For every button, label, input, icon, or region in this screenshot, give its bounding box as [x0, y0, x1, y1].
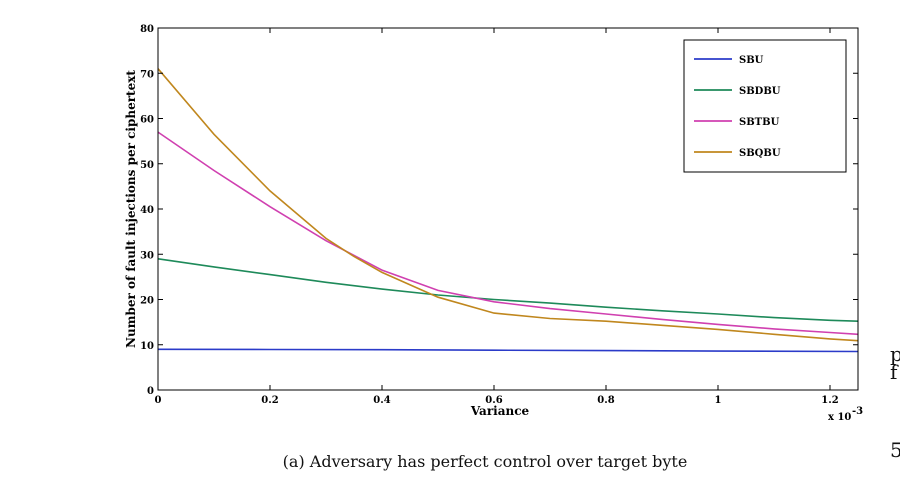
- figure-caption: (a) Adversary has perfect control over t…: [282, 452, 688, 471]
- legend-label-sbdbu: SBDBU: [739, 86, 781, 97]
- y-tick-label: 60: [140, 115, 154, 126]
- cropped-text-p: p: [890, 342, 900, 366]
- series-layer: [157, 68, 859, 353]
- legend: SBU SBDBU SBTBU SBQBU: [683, 39, 847, 173]
- y-tick-label: 0: [147, 386, 154, 397]
- y-tick-label: 10: [140, 341, 154, 352]
- x-tick-label: 0: [155, 395, 162, 406]
- x-axis-multiplier-exponent: -3: [852, 406, 863, 417]
- x-tick-label: 0.8: [597, 395, 614, 406]
- x-tick-label: 0.6: [485, 395, 502, 406]
- series-line-sbu: [157, 348, 859, 353]
- x-axis-label: Variance: [470, 404, 530, 418]
- x-axis-multiplier: x 10: [828, 412, 851, 423]
- x-tick-label: 1: [715, 395, 722, 406]
- y-tick-label: 50: [140, 160, 154, 171]
- x-tick-label: 0.4: [373, 395, 390, 406]
- x-tick-label: 0.2: [261, 395, 278, 406]
- x-tick-label: 1.2: [821, 395, 838, 406]
- y-tick-label: 30: [140, 250, 154, 261]
- series-line-sbdbu: [157, 258, 859, 322]
- legend-label-sbqbu: SBQBU: [739, 148, 781, 159]
- legend-label-sbu: SBU: [739, 55, 764, 66]
- y-tick-label: 70: [140, 69, 154, 80]
- cropped-text-5: 5: [890, 438, 900, 462]
- y-tick-label: 80: [140, 24, 154, 35]
- legend-label-sbtbu: SBTBU: [739, 117, 780, 128]
- y-axis-label: Number of fault injections per ciphertex…: [124, 70, 138, 348]
- y-tick-label: 40: [140, 205, 154, 216]
- series-line-sbqbu: [157, 68, 859, 342]
- axes-layer: 0 0.2 0.4 0.6 0.8 1 1.2 0 10 20 30 40 50 60 70 80 Varian…: [124, 24, 863, 423]
- series-line-sbtbu: [157, 131, 859, 336]
- y-tick-label: 20: [140, 296, 154, 307]
- cropped-text-f: f: [890, 360, 898, 384]
- legend-box: [683, 39, 847, 173]
